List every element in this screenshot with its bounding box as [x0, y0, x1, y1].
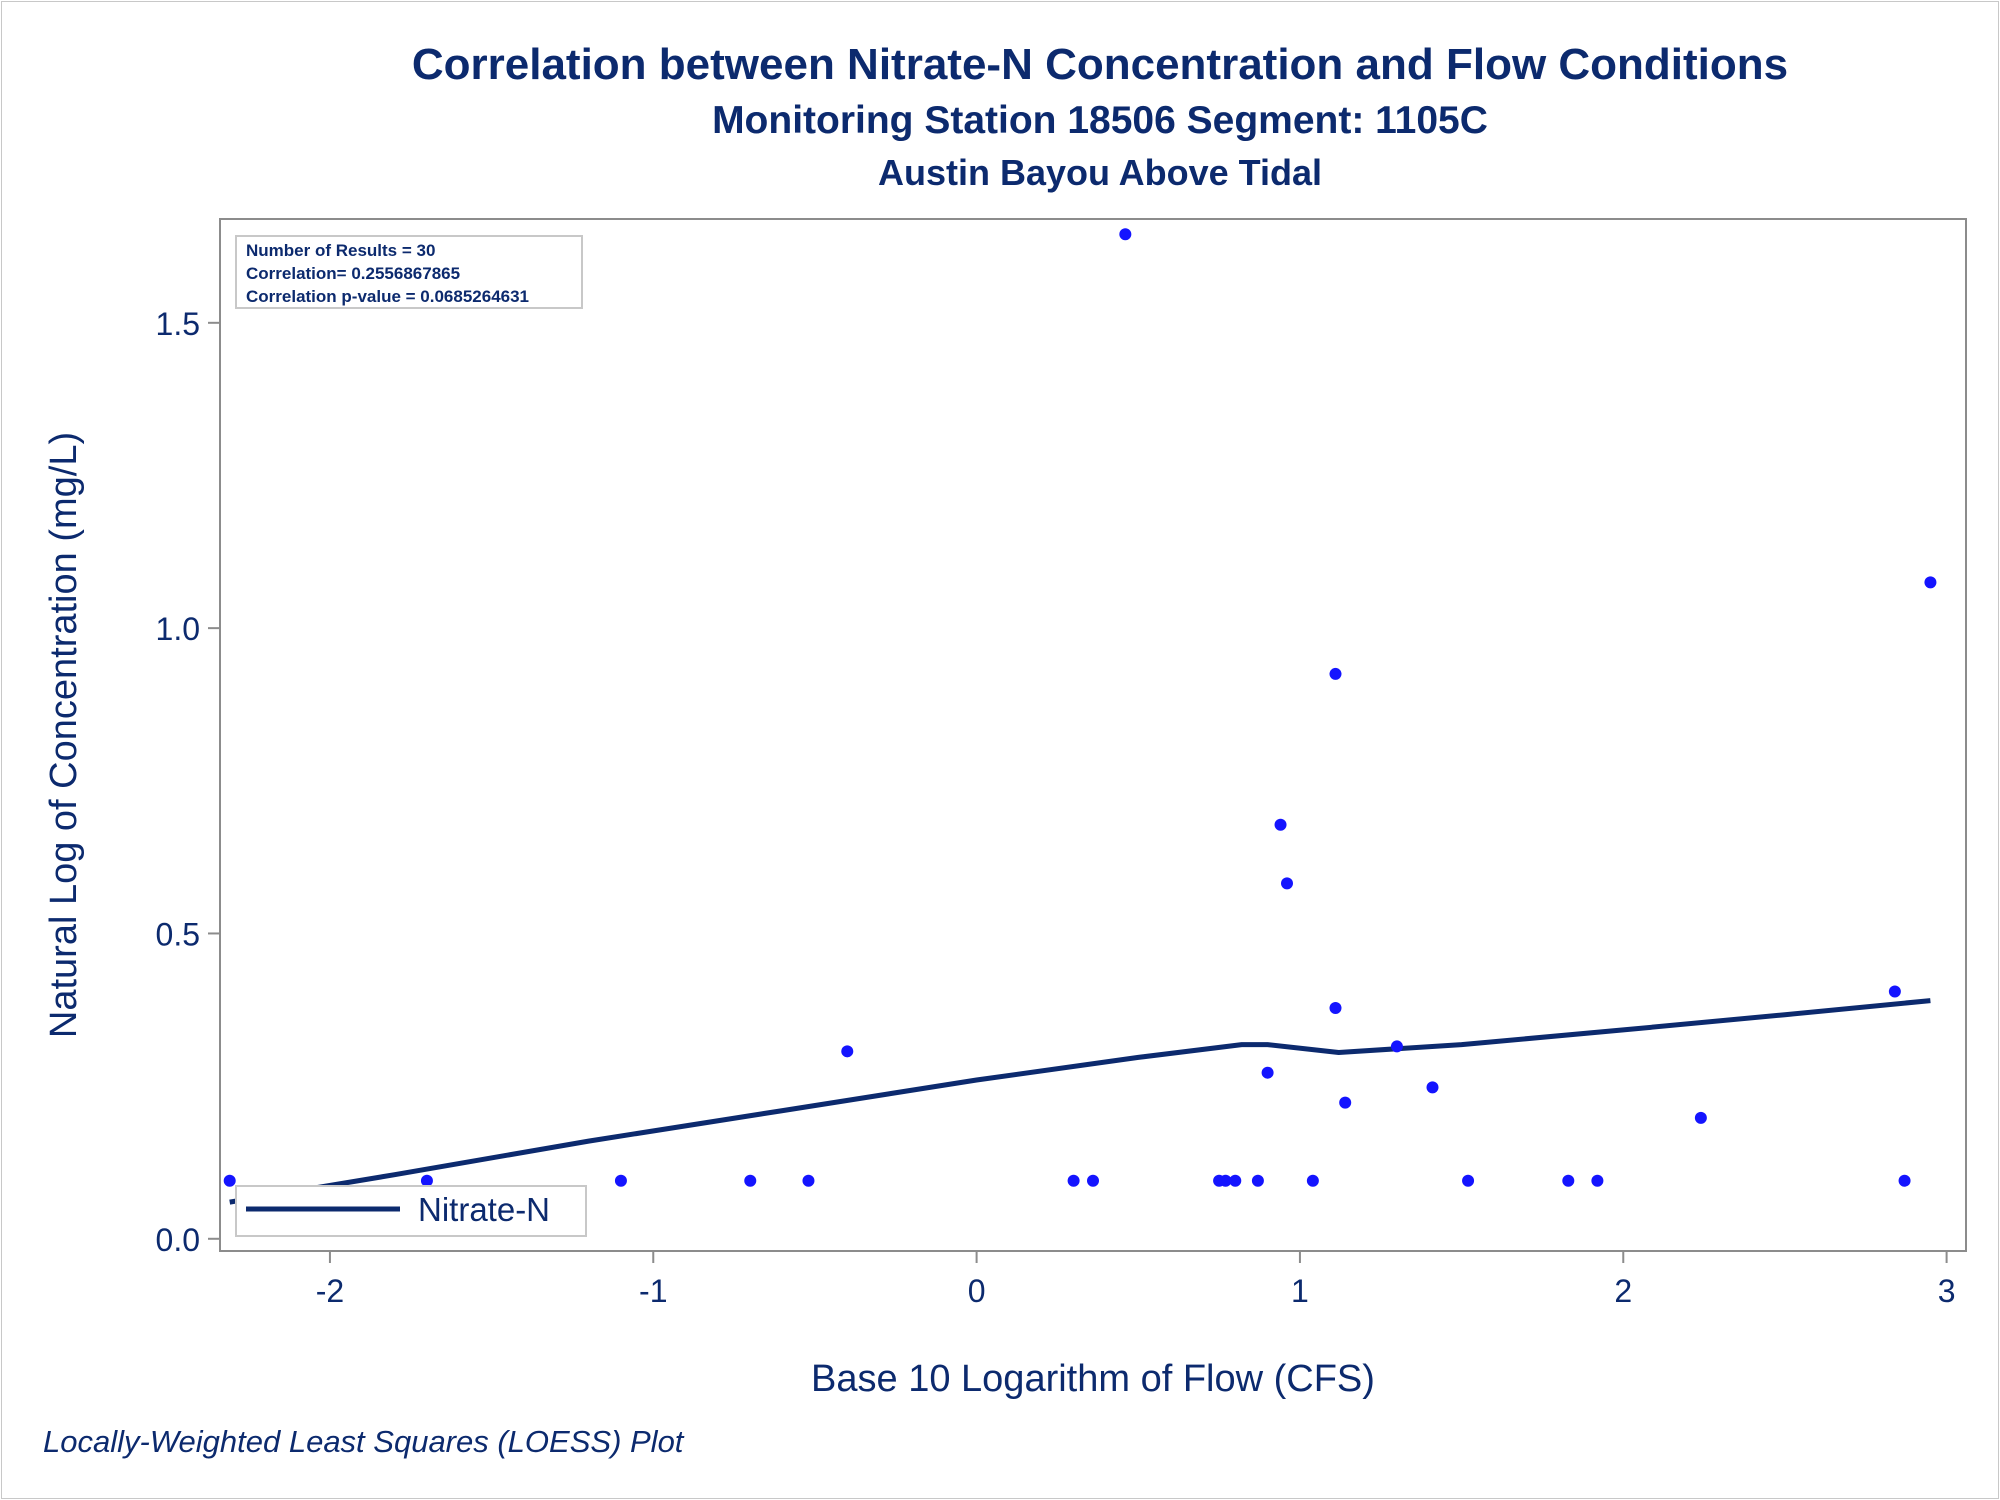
- stats-box: Number of Results = 30 Correlation= 0.25…: [235, 235, 583, 309]
- data-point: [1924, 576, 1937, 589]
- stats-correlation: Correlation= 0.2556867865: [246, 264, 460, 283]
- x-tick-label: 1: [1291, 1273, 1309, 1309]
- chart-title: Correlation between Nitrate-N Concentrat…: [411, 40, 1789, 89]
- data-point: [1339, 1096, 1352, 1109]
- data-point: [1306, 1174, 1319, 1187]
- data-point: [1694, 1111, 1707, 1124]
- data-point: [614, 1174, 627, 1187]
- data-point: [1390, 1040, 1403, 1053]
- x-axis: -2 -1 0 1 2 3: [316, 1251, 1956, 1309]
- data-point: [1898, 1174, 1911, 1187]
- data-point: [420, 1174, 433, 1187]
- data-point: [1462, 1174, 1475, 1187]
- points-layer: [223, 228, 1937, 1187]
- x-tick-label: -1: [639, 1273, 667, 1309]
- stats-p-value: Correlation p-value = 0.0685264631: [246, 287, 529, 306]
- x-tick-label: 2: [1614, 1273, 1632, 1309]
- stats-box-frame: [235, 235, 583, 309]
- chart-subtitle-location: Austin Bayou Above Tidal: [877, 152, 1323, 193]
- x-tick-label: -2: [316, 1273, 344, 1309]
- data-point: [1087, 1174, 1099, 1187]
- y-tick-label: 1.5: [156, 306, 200, 342]
- plot-area: [219, 218, 1967, 1252]
- legend-label: Nitrate-N: [418, 1191, 550, 1228]
- loess-line: [229, 998, 1931, 1205]
- chart-subtitle: Monitoring Station 18506 Segment: 1105C: [712, 99, 1488, 142]
- data-point: [1329, 1001, 1342, 1014]
- data-point: [744, 1174, 757, 1187]
- data-point: [1251, 1174, 1264, 1187]
- data-point: [1229, 1174, 1242, 1187]
- data-point: [1329, 667, 1342, 680]
- data-point: [1562, 1174, 1575, 1187]
- stats-count: Number of Results = 30: [246, 241, 435, 260]
- x-axis-label: Base 10 Logarithm of Flow (CFS): [811, 1358, 1375, 1400]
- y-tick-label: 0.5: [156, 916, 200, 952]
- y-axis: 0.0 0.5 1.0 1.5: [156, 306, 220, 1258]
- data-point: [1274, 818, 1287, 831]
- data-point: [223, 1174, 236, 1187]
- x-tick-label: 0: [968, 1273, 986, 1309]
- x-tick-label: 3: [1938, 1273, 1956, 1309]
- y-axis-label: Natural Log of Concentration (mg/L): [43, 432, 85, 1038]
- data-point: [1219, 1174, 1232, 1187]
- footnote: Locally-Weighted Least Squares (LOESS) P…: [43, 1424, 684, 1459]
- data-point: [1888, 985, 1901, 998]
- loess-layer: [229, 998, 1931, 1205]
- data-point: [1119, 228, 1132, 241]
- plot-frame: [219, 218, 1967, 1252]
- data-point: [1426, 1081, 1439, 1094]
- y-tick-label: 0.0: [156, 1222, 200, 1258]
- data-point: [802, 1174, 815, 1187]
- y-tick-label: 1.0: [156, 611, 200, 647]
- legend: Nitrate-N: [235, 1185, 587, 1237]
- data-point: [1591, 1174, 1604, 1187]
- data-point: [841, 1045, 854, 1058]
- title-block: Correlation between Nitrate-N Concentrat…: [200, 40, 2000, 198]
- data-point: [1261, 1066, 1274, 1079]
- data-point: [1067, 1174, 1080, 1187]
- data-point: [1281, 877, 1293, 890]
